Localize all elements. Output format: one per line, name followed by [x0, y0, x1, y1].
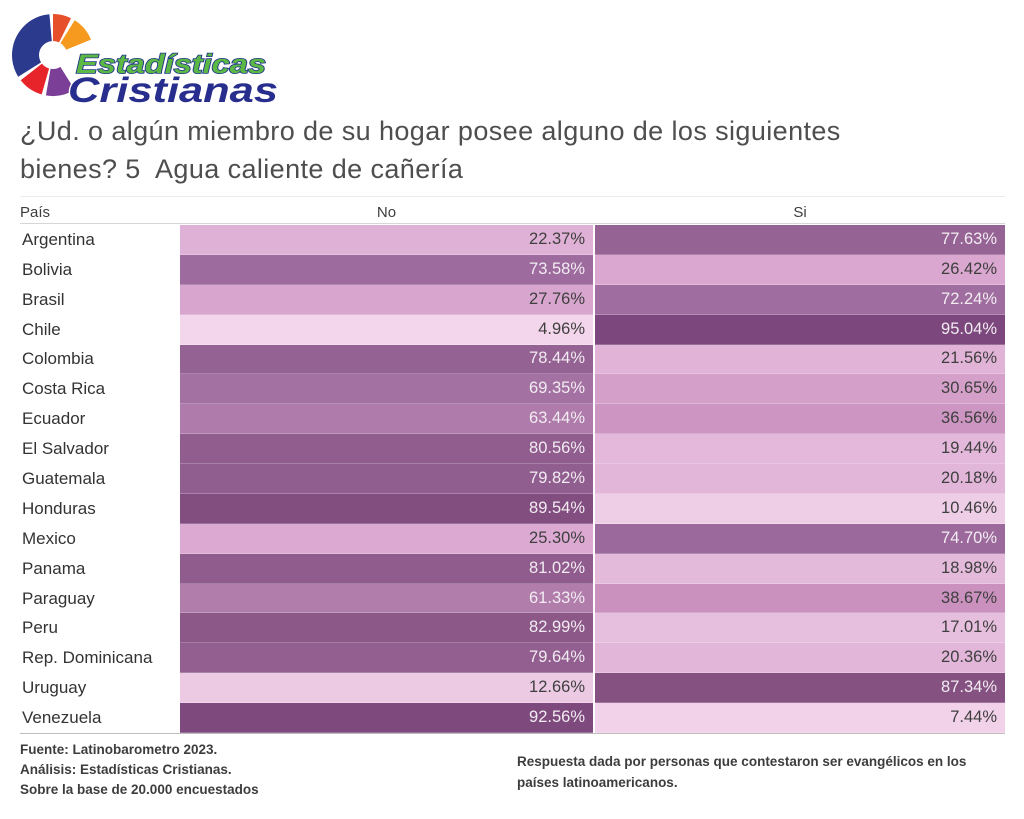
no-value-cell: 27.76%	[180, 284, 593, 315]
no-value-cell: 89.54%	[180, 493, 593, 524]
table-row: Guatemala 79.82% 20.18%	[20, 464, 1005, 494]
no-value-cell: 73.58%	[180, 254, 593, 285]
si-value-cell: 10.46%	[595, 493, 1005, 524]
source-note: Fuente: Latinobarometro 2023. Análisis: …	[20, 740, 259, 800]
table-row: Bolivia 73.58% 26.42%	[20, 254, 1005, 285]
country-cell: Honduras	[20, 493, 180, 524]
country-cell: Venezuela	[20, 703, 180, 733]
pie-chart-logo-icon	[12, 14, 91, 97]
si-value-cell: 18.98%	[595, 553, 1005, 584]
source-line: Fuente: Latinobarometro 2023.	[20, 742, 218, 757]
si-value-cell: 38.67%	[595, 583, 1005, 614]
column-header-pais: País	[20, 204, 51, 221]
table-row: Mexico 25.30% 74.70%	[20, 523, 1005, 554]
table-row: Paraguay 61.33% 38.67%	[20, 583, 1005, 614]
table-row: Brasil 27.76% 72.24%	[20, 284, 1005, 315]
si-value-cell: 7.44%	[595, 703, 1005, 733]
table-row: Ecuador 63.44% 36.56%	[20, 404, 1005, 435]
no-value-cell: 25.30%	[180, 523, 593, 554]
no-value-cell: 79.82%	[180, 464, 593, 494]
table-row: Venezuela 92.56% 7.44%	[20, 703, 1005, 733]
si-value-cell: 74.70%	[595, 523, 1005, 554]
chart-title: ¿Ud. o algún miembro de su hogar posee a…	[20, 112, 1000, 188]
no-value-cell: 79.64%	[180, 643, 593, 674]
country-cell: Argentina	[20, 225, 180, 255]
country-cell: Chile	[20, 314, 180, 345]
table-row: El Salvador 80.56% 19.44%	[20, 434, 1005, 465]
no-value-cell: 12.66%	[180, 673, 593, 704]
table-row: Panama 81.02% 18.98%	[20, 553, 1005, 584]
column-header-si: Si	[793, 204, 807, 221]
estadisticas-cristianas-logo: Estadísticas Cristianas	[12, 14, 279, 110]
si-value-cell: 19.44%	[595, 434, 1005, 465]
si-value-cell: 87.34%	[595, 673, 1005, 704]
no-value-cell: 92.56%	[180, 703, 593, 733]
si-value-cell: 36.56%	[595, 404, 1005, 435]
si-value-cell: 17.01%	[595, 613, 1005, 644]
caption-line: Respuesta dada por personas que contesta…	[517, 754, 967, 769]
si-value-cell: 26.42%	[595, 254, 1005, 285]
no-value-cell: 63.44%	[180, 404, 593, 435]
table-row: Peru 82.99% 17.01%	[20, 613, 1005, 644]
no-value-cell: 81.02%	[180, 553, 593, 584]
no-value-cell: 82.99%	[180, 613, 593, 644]
source-line: Sobre la base de 20.000 encuestados	[20, 782, 259, 797]
heatmap-table-body: Argentina 22.37% 77.63% Bolivia 73.58% 26.42%…	[20, 225, 1005, 734]
country-cell: Panama	[20, 553, 180, 584]
no-value-cell: 78.44%	[180, 344, 593, 375]
country-cell: Bolivia	[20, 254, 180, 285]
country-cell: Peru	[20, 613, 180, 644]
no-value-cell: 4.96%	[180, 314, 593, 345]
si-value-cell: 77.63%	[595, 225, 1005, 255]
no-value-cell: 22.37%	[180, 225, 593, 255]
country-cell: Ecuador	[20, 404, 180, 435]
table-row: Uruguay 12.66% 87.34%	[20, 673, 1005, 704]
country-cell: Uruguay	[20, 673, 180, 704]
no-value-cell: 80.56%	[180, 434, 593, 465]
country-cell: El Salvador	[20, 434, 180, 465]
si-value-cell: 21.56%	[595, 344, 1005, 375]
logo-segment-purple	[45, 66, 75, 97]
si-value-cell: 95.04%	[595, 314, 1005, 345]
no-value-cell: 69.35%	[180, 374, 593, 405]
country-cell: Paraguay	[20, 583, 180, 614]
si-value-cell: 72.24%	[595, 284, 1005, 315]
caption-line: países latinoamericanos.	[517, 775, 678, 790]
logo-segment-blue	[12, 14, 52, 77]
chart-title-line2: bienes? 5 Agua caliente de cañería	[20, 154, 464, 184]
country-cell: Colombia	[20, 344, 180, 375]
country-cell: Guatemala	[20, 464, 180, 494]
header-underline	[20, 223, 1005, 224]
logo-segment-red	[20, 63, 50, 95]
table-row: Colombia 78.44% 21.56%	[20, 344, 1005, 375]
logo-text-estadisticas: Estadísticas	[76, 49, 266, 79]
chart-title-line1: ¿Ud. o algún miembro de su hogar posee a…	[20, 116, 841, 146]
logo-segment-orange	[60, 20, 91, 50]
si-value-cell: 20.18%	[595, 464, 1005, 494]
table-row: Chile 4.96% 95.04%	[20, 314, 1005, 345]
table-row: Argentina 22.37% 77.63%	[20, 225, 1005, 255]
si-value-cell: 20.36%	[595, 643, 1005, 674]
header-top-divider	[20, 196, 1005, 197]
source-line: Análisis: Estadísticas Cristianas.	[20, 762, 232, 777]
table-row: Costa Rica 69.35% 30.65%	[20, 374, 1005, 405]
si-value-cell: 30.65%	[595, 374, 1005, 405]
country-cell: Rep. Dominicana	[20, 643, 180, 674]
table-row: Rep. Dominicana 79.64% 20.36%	[20, 643, 1005, 674]
logo-text-cristianas: Cristianas	[68, 71, 278, 110]
table-row: Honduras 89.54% 10.46%	[20, 493, 1005, 524]
country-cell: Costa Rica	[20, 374, 180, 405]
no-value-cell: 61.33%	[180, 583, 593, 614]
logo-segment-vermilion	[53, 14, 71, 43]
country-cell: Mexico	[20, 523, 180, 554]
caption-note: Respuesta dada por personas que contesta…	[517, 751, 997, 793]
column-header-no: No	[376, 204, 397, 221]
country-cell: Brasil	[20, 284, 180, 315]
